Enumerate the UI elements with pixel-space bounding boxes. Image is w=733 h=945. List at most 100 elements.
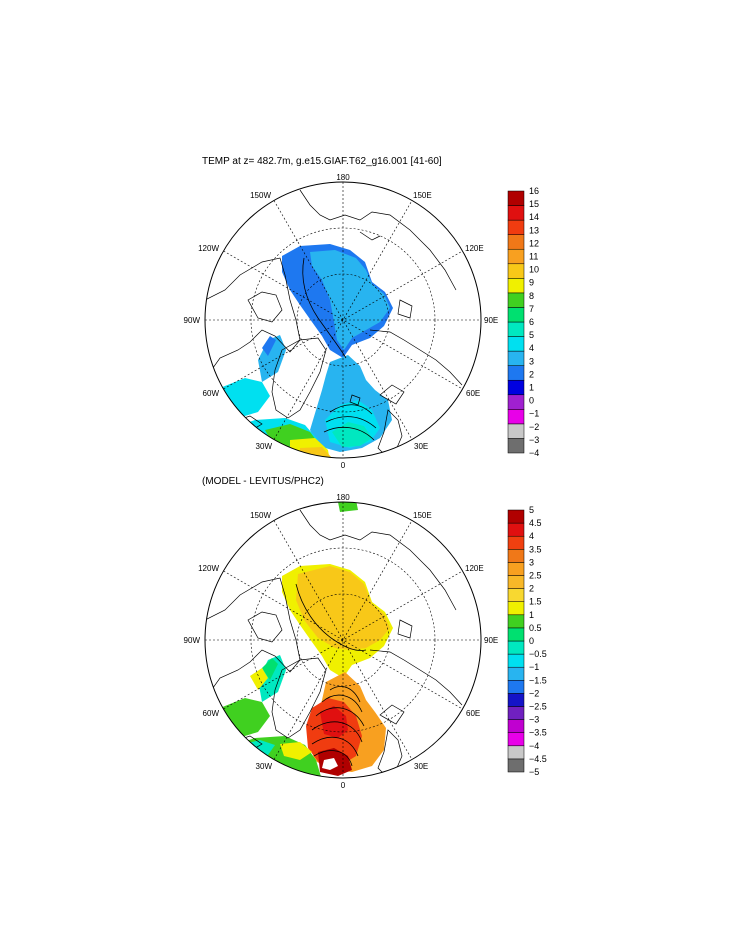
bottom-map-fields [205, 502, 463, 778]
bottom-colorbar-box [507, 719, 525, 733]
top-colorbar-box [507, 394, 525, 410]
bottom-colorbar-label: −3 [529, 715, 539, 725]
top-colorbar-box [507, 336, 525, 352]
top-colorbar-label: −4 [529, 448, 539, 458]
top-colorbar-label: 14 [529, 212, 539, 222]
bottom-colorbar-label: −0.5 [529, 649, 547, 659]
bottom-longitude-labels: 180 150E 120E 90E 60E 30E 0 30W 60W 90W … [184, 493, 499, 790]
top-lon-label: 30W [256, 442, 273, 451]
top-contour-4 [323, 426, 375, 441]
bottom-colorbar-box [507, 732, 525, 747]
top-colorbar-box [507, 350, 525, 366]
top-colorbar-box [507, 205, 525, 221]
bottom-colorbar-box [507, 640, 525, 655]
top-colorbar-box [507, 438, 525, 454]
top-colorbar-label: −2 [529, 422, 539, 432]
top-colorbar-label: 10 [529, 265, 539, 275]
top-polar-map: 180 150E 120E 90E 60E 30E 0 30W 60W 90W … [184, 173, 540, 470]
bottom-lon-label: 30W [256, 762, 273, 771]
top-graticule [205, 182, 481, 458]
top-colorbar-label: 1 [529, 383, 534, 393]
top-field-eurasian-basin [310, 250, 390, 350]
bottom-field-baffin-green [262, 658, 278, 680]
bottom-colorbar-label: 1.5 [529, 597, 542, 607]
bottom-colorbar-label: −1 [529, 662, 539, 672]
top-colorbar-box [507, 248, 525, 265]
top-colorbar-label: 7 [529, 304, 534, 314]
bottom-polar-map: 180 150E 120E 90E 60E 30E 0 30W 60W 90W … [184, 493, 547, 790]
bottom-colorbar-box [507, 745, 525, 760]
top-colorbar-box [507, 365, 525, 381]
bottom-colorbar-box [507, 535, 525, 550]
bottom-colorbar-label: 2.5 [529, 571, 542, 581]
top-colorbar-label: 11 [529, 252, 538, 262]
top-colorbar-label: 12 [529, 238, 539, 248]
top-map-title: TEMP at z= 482.7m, g.e15.GIAF.T62_g16.00… [202, 156, 442, 167]
bottom-colorbar-label: 0.5 [529, 623, 542, 633]
bottom-colorbar-label: 5 [529, 505, 534, 515]
top-colorbar-box [507, 292, 525, 308]
top-colorbar-box [507, 234, 525, 250]
bottom-colorbar-box [507, 549, 525, 563]
bottom-lon-label: 180 [336, 493, 350, 502]
top-colorbar-box [507, 307, 525, 323]
top-contour-2 [329, 404, 373, 415]
bottom-field-atlantic-yellow [280, 742, 312, 760]
bottom-colorbar-label: −4.5 [529, 754, 547, 764]
bottom-colorbar-box [507, 627, 525, 642]
top-colorbar-label: 2 [529, 369, 534, 379]
top-lon-label: 90E [484, 316, 498, 325]
top-colorbar-label: 6 [529, 317, 534, 327]
bottom-lon-label: 120E [465, 564, 484, 573]
bottom-map-boundary [204, 501, 482, 779]
bottom-colorbar-box [507, 693, 525, 707]
top-colorbar-label: 13 [529, 225, 539, 235]
bottom-colorbar-box [507, 522, 525, 537]
bottom-graticule [205, 502, 481, 778]
bottom-field-core-white [322, 758, 338, 770]
bottom-lon-label: 60W [203, 709, 220, 718]
top-lon-label: 60E [466, 389, 480, 398]
bottom-lon-label: 120W [198, 564, 219, 573]
top-lon-label: 120E [465, 244, 484, 253]
bottom-colorbar-label: −3.5 [529, 728, 547, 738]
bottom-colorbar-label: 3 [529, 557, 534, 567]
bottom-colorbar-label: 4.5 [529, 518, 542, 528]
top-colorbar-label: 0 [529, 396, 534, 406]
bottom-lon-label: 60E [466, 709, 480, 718]
top-colorbar-label: 16 [529, 186, 539, 196]
bottom-colorbar-label: −1.5 [529, 675, 547, 685]
top-lon-label: 60W [203, 389, 220, 398]
top-map-boundary [204, 181, 482, 459]
bottom-colorbar-label: 2 [529, 584, 534, 594]
bottom-field-labrador-yellow [250, 668, 268, 690]
bottom-colorbar-box [507, 562, 525, 576]
top-colorbar-label: 9 [529, 278, 534, 288]
top-colorbar-box [507, 379, 525, 396]
bottom-colorbar-box [507, 588, 525, 602]
bottom-colorbar-box [507, 509, 525, 524]
top-colorbar-label: 8 [529, 291, 534, 301]
bottom-colorbar-label: −2.5 [529, 702, 547, 712]
top-lon-label: 180 [336, 173, 350, 182]
top-colorbar-box [507, 423, 525, 439]
bottom-colorbar-label: 1 [529, 610, 534, 620]
bottom-colorbar-box [507, 680, 525, 694]
bottom-colorbar-label: 4 [529, 531, 534, 541]
bottom-lon-label: 150E [413, 511, 432, 520]
bottom-colorbar-label: −4 [529, 741, 539, 751]
top-lon-label: 90W [184, 316, 201, 325]
bottom-colorbar-box [507, 758, 525, 773]
top-colorbar-box [507, 190, 525, 206]
bottom-colorbar-box [507, 614, 525, 629]
bottom-colorbar-box [507, 706, 525, 720]
top-lon-label: 120W [198, 244, 219, 253]
top-colorbar-label: 4 [529, 343, 534, 353]
top-colorbar-box [507, 219, 525, 235]
bottom-lon-label: 150W [250, 511, 271, 520]
bottom-colorbar: 5 4.5 4 3.5 3 2.5 2 1.5 1 0.5 0 −0.5 −1 −1.5 −2 −2.5 −3 −… [507, 505, 547, 777]
bottom-colorbar-box [507, 653, 525, 668]
top-colorbar-box [507, 278, 525, 294]
top-lon-label: 30E [414, 442, 428, 451]
